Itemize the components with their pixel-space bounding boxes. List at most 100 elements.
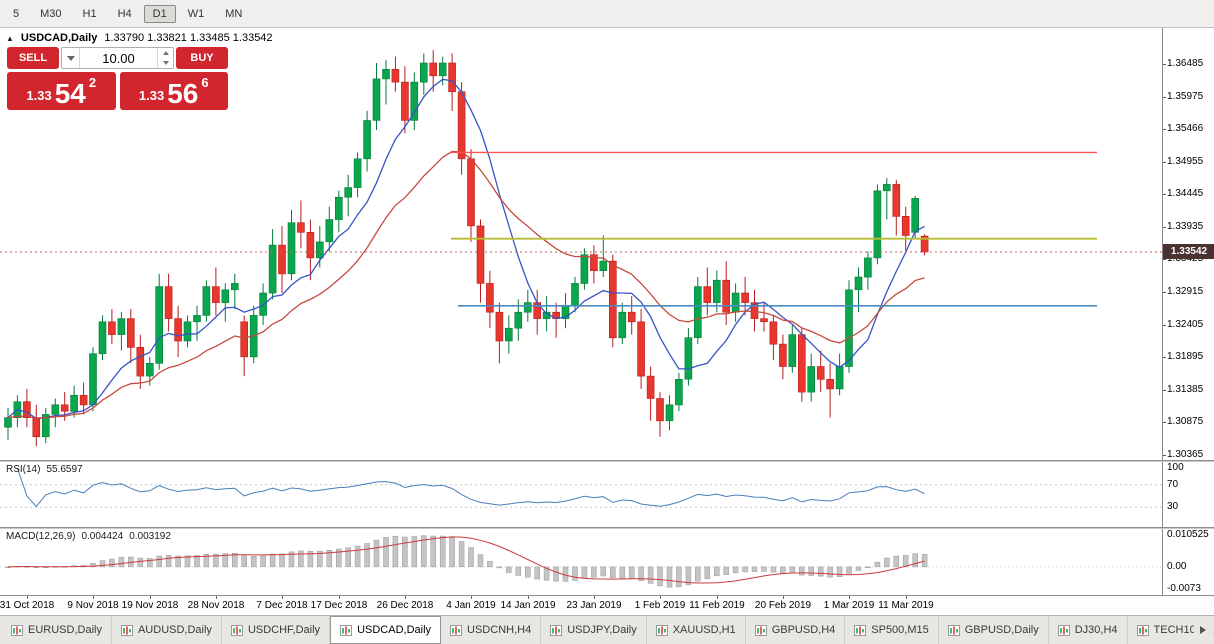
candle	[816, 350, 825, 393]
chart-tab-SP500,M15[interactable]: SP500,M15	[845, 616, 939, 644]
date-axis-tick	[27, 596, 28, 599]
volume-dropdown-button[interactable]	[62, 48, 80, 68]
candle	[618, 302, 627, 345]
macd-histogram-bar	[90, 563, 96, 568]
candle	[372, 63, 381, 131]
timeframe-button-MN[interactable]: MN	[225, 7, 243, 20]
chart-ohlc-line: ▲ USDCAD,Daily 1.33790 1.33821 1.33485 1…	[6, 32, 273, 44]
macd-histogram-bar	[317, 550, 323, 568]
macd-histogram-bar	[392, 535, 399, 568]
candle	[259, 283, 267, 325]
candle	[788, 325, 797, 373]
candle	[693, 277, 702, 345]
candle	[826, 363, 834, 418]
candle	[722, 261, 731, 325]
macd-histogram-bar	[912, 553, 918, 568]
volume-input[interactable]: 10.00	[102, 50, 135, 66]
candle	[164, 273, 173, 332]
macd-histogram-bar	[109, 558, 115, 568]
chart-tab-icon	[1136, 624, 1149, 636]
macd-histogram-bar	[723, 566, 729, 575]
chart-symbol-label: USDCAD,Daily	[20, 32, 98, 44]
tabs-scroll-right-button[interactable]	[1194, 621, 1212, 639]
ma-21-line	[7, 150, 925, 419]
date-axis-label: 17 Dec 2018	[310, 600, 368, 611]
date-axis-tick	[93, 596, 94, 599]
timeframe-button-W1[interactable]: W1	[187, 7, 205, 20]
candle	[854, 267, 863, 313]
buy-button[interactable]: BUY	[176, 47, 228, 69]
rsi-indicator-chart[interactable]	[0, 462, 1162, 527]
chart-tab-GBPUSD,H4[interactable]: GBPUSD,H4	[746, 616, 846, 644]
candle	[892, 179, 901, 236]
candle	[334, 190, 343, 233]
chart-tab-AUDUSD,Daily[interactable]: AUDUSD,Daily	[112, 616, 222, 644]
macd-indicator-chart[interactable]	[0, 529, 1162, 595]
one-click-collapse-icon[interactable]: ▲	[6, 33, 14, 43]
chart-tab-DJ30,H4[interactable]: DJ30,H4	[1049, 616, 1128, 644]
chart-tab-label: USDCAD,Daily	[357, 624, 432, 636]
candlestick-chart[interactable]	[0, 28, 1162, 460]
panel-splitter-macd[interactable]	[0, 527, 1214, 529]
chart-tab-USDCHF,Daily[interactable]: USDCHF,Daily	[222, 616, 331, 644]
macd-histogram-bar	[695, 566, 701, 582]
macd-histogram-bar	[685, 566, 692, 586]
chart-tab-GBPUSD,Daily[interactable]: GBPUSD,Daily	[939, 616, 1049, 644]
chart-tab-label: XAUUSD,H1	[672, 624, 736, 636]
candle	[769, 315, 778, 361]
macd-histogram-bar	[307, 550, 314, 568]
macd-main-value: 0.004424	[81, 531, 124, 542]
macd-histogram-bar	[827, 566, 833, 578]
sell-price-button[interactable]: 1.33 54 2	[7, 72, 116, 110]
date-axis-tick	[471, 596, 472, 599]
timeframe-button-D1[interactable]: D1	[143, 4, 176, 23]
macd-histogram-bar	[543, 566, 550, 581]
macd-histogram-bar	[628, 566, 635, 579]
candle	[438, 56, 447, 86]
candle	[637, 309, 645, 389]
chart-tab-icon	[854, 624, 867, 636]
chart-tab-USDCAD,Daily[interactable]: USDCAD,Daily	[330, 616, 442, 644]
macd-indicator-name: MACD(12,26,9)	[6, 531, 76, 542]
macd-histogram-bar	[874, 561, 881, 568]
candle	[656, 392, 664, 437]
macd-histogram-bar	[865, 566, 871, 568]
candle	[608, 254, 617, 348]
candle	[429, 50, 438, 92]
candle	[684, 328, 693, 386]
candle	[476, 219, 485, 303]
sell-button[interactable]: SELL	[7, 47, 59, 69]
chart-tab-USDJPY,Daily[interactable]: USDJPY,Daily	[541, 616, 647, 644]
timeframe-button-H4[interactable]: H4	[117, 7, 132, 20]
macd-histogram-bar	[383, 537, 389, 568]
timeframe-button-H1[interactable]: H1	[82, 7, 97, 20]
macd-histogram-bar	[572, 566, 578, 581]
volume-spinner[interactable]	[157, 48, 173, 68]
candle	[627, 296, 636, 335]
macd-histogram-bar	[288, 551, 295, 568]
date-axis[interactable]: 31 Oct 2018 9 Nov 2018 19 Nov 2018 28 Nov 2…	[0, 595, 1214, 615]
price-scale[interactable]: 1.33542 1.36485 1.35975 1.35466 1.34955 1.34…	[1162, 28, 1214, 595]
panel-splitter-rsi[interactable]	[0, 460, 1214, 462]
macd-histogram-bar	[430, 535, 436, 568]
timeframe-button-M30[interactable]: M30	[40, 7, 62, 20]
date-axis-label: 23 Jan 2019	[566, 600, 622, 611]
price-scale-label: 1.33935	[1167, 221, 1204, 232]
chart-tab-label: EURUSD,Daily	[28, 624, 102, 636]
macd-histogram-bar	[515, 566, 522, 576]
candle	[731, 283, 740, 322]
chart-tab-USDCNH,H4[interactable]: USDCNH,H4	[441, 616, 542, 644]
macd-histogram-bar	[421, 535, 427, 568]
chart-tab-XAUUSD,H1[interactable]: XAUUSD,H1	[647, 616, 746, 644]
date-axis-label: 1 Mar 2019	[823, 600, 875, 611]
buy-price-button[interactable]: 1.33 56 6	[119, 72, 228, 110]
candle	[202, 280, 211, 322]
macd-histogram-bar	[336, 548, 342, 568]
chart-tab-EURUSD,Daily[interactable]: EURUSD,Daily	[2, 616, 112, 644]
macd-histogram-bar	[836, 566, 843, 577]
macd-histogram-bar	[619, 566, 626, 579]
timeframe-button-5[interactable]: 5	[13, 7, 20, 20]
date-axis-tick	[660, 596, 661, 599]
macd-histogram-bar	[525, 566, 531, 578]
macd-histogram-bar	[373, 539, 380, 568]
